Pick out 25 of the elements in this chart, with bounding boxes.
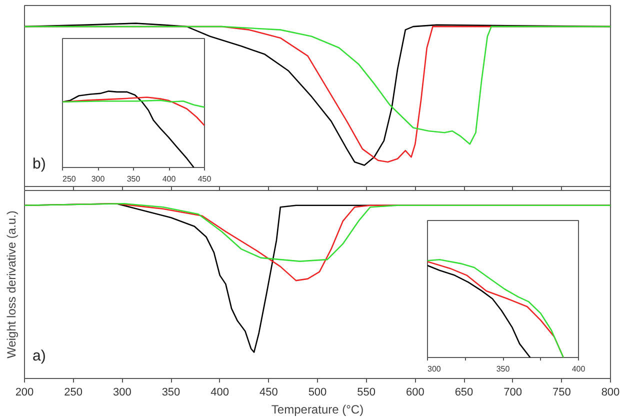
- x-tick-label: 600: [406, 386, 424, 398]
- x-tick-label: 350: [162, 386, 180, 398]
- x-tick-label: 450: [259, 386, 278, 398]
- annotation: b): [32, 156, 46, 172]
- x-axis-title: Temperature (°C): [271, 402, 364, 416]
- x-tick-label: 550: [357, 386, 376, 398]
- x-tick-label: 400: [572, 364, 586, 374]
- x-tick-label: 450: [198, 174, 212, 184]
- x-tick-label: 300: [112, 386, 132, 398]
- x-tick-label: 400: [162, 174, 176, 184]
- x-tick-label: 250: [62, 174, 76, 184]
- x-tick-label: 750: [552, 386, 571, 398]
- x-tick-label: 250: [64, 386, 83, 398]
- x-tick-label: 700: [504, 386, 522, 398]
- x-tick-label: 800: [601, 386, 620, 398]
- x-tick-label: 300: [428, 364, 442, 374]
- x-tick-label: 350: [126, 174, 141, 184]
- annotation: a): [32, 348, 46, 364]
- x-tick-label: 200: [15, 386, 34, 398]
- x-tick-label: 350: [496, 364, 510, 374]
- y-axis-title: Weight loss derivative (a.u.): [4, 210, 18, 358]
- x-tick-label: 650: [454, 386, 474, 398]
- x-tick-label: 300: [91, 174, 106, 184]
- x-tick-label: 400: [210, 386, 230, 398]
- x-tick-label: 500: [308, 386, 327, 398]
